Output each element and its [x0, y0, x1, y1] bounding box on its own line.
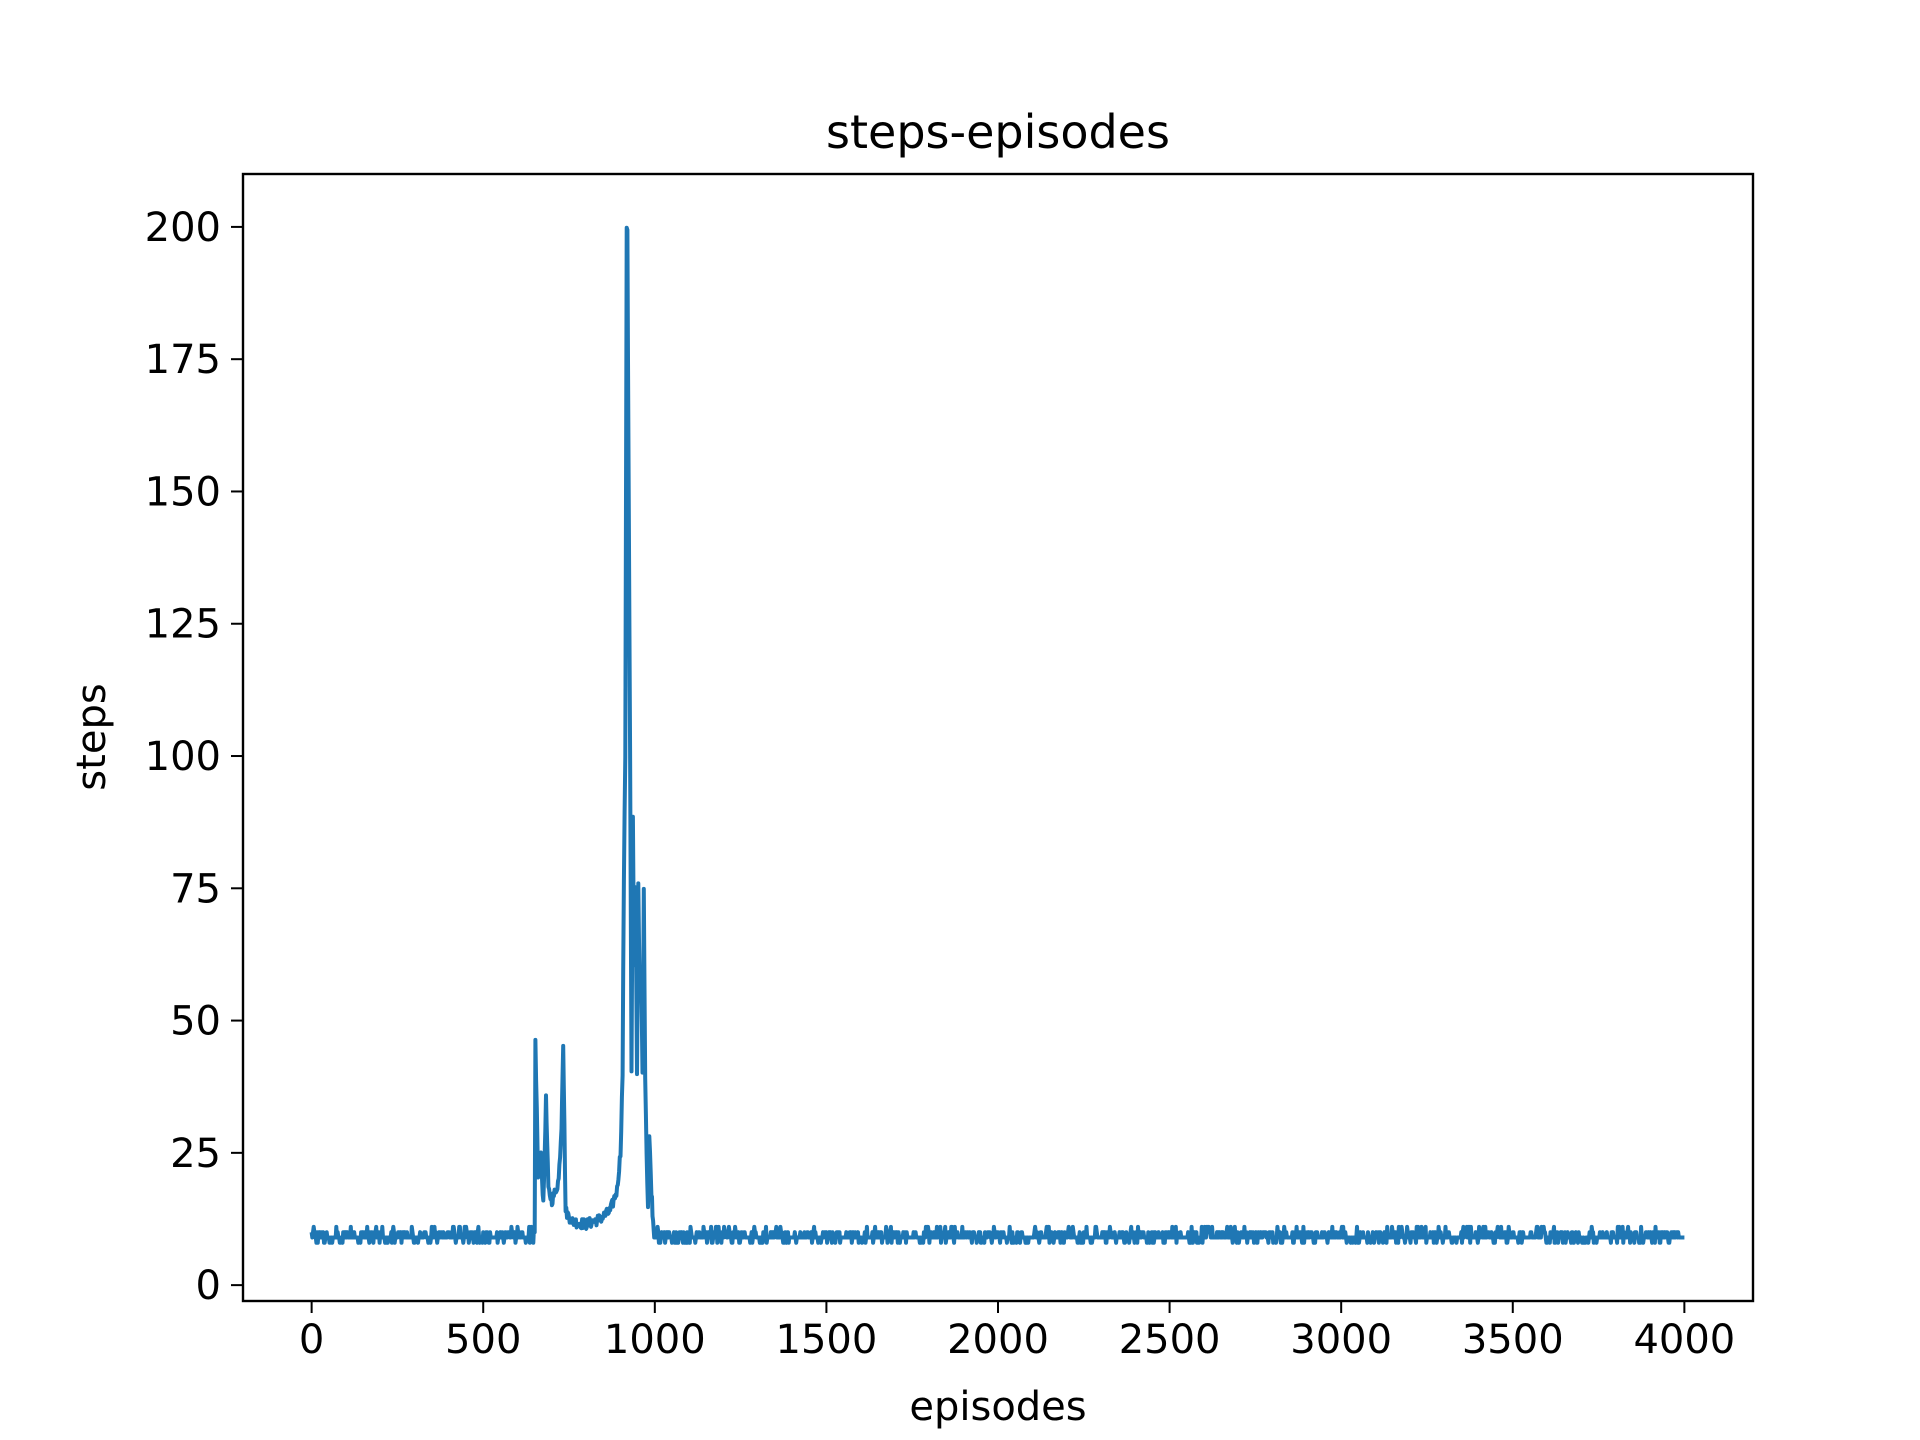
x-tick-label: 1000	[604, 1317, 706, 1363]
x-tick-label: 4000	[1633, 1317, 1735, 1363]
x-tick-label: 2500	[1119, 1317, 1221, 1363]
y-axis-label: steps	[69, 683, 115, 790]
x-tick-label: 3000	[1290, 1317, 1392, 1363]
x-tick-label: 3500	[1462, 1317, 1564, 1363]
x-tick-label: 0	[299, 1317, 324, 1363]
x-tick-label: 500	[445, 1317, 521, 1363]
y-tick-label: 200	[145, 205, 221, 251]
x-axis: 0 500 1000 1500 2000 2500 3000 3500 4000	[299, 1301, 1735, 1363]
y-tick-label: 125	[145, 602, 221, 648]
y-tick-label: 175	[145, 337, 221, 383]
x-axis-label: episodes	[909, 1384, 1086, 1430]
y-tick-label: 100	[145, 734, 221, 780]
x-tick-label: 2000	[947, 1317, 1049, 1363]
y-tick-label: 25	[170, 1131, 221, 1177]
y-tick-label: 75	[170, 866, 221, 912]
plot-area	[309, 225, 1686, 1245]
y-tick-label: 0	[196, 1263, 221, 1309]
y-axis: 0 25 50 75 100 125 150 175 200	[145, 205, 243, 1309]
y-tick-label: 50	[170, 999, 221, 1045]
x-tick-label: 1500	[776, 1317, 878, 1363]
series-line	[309, 225, 1686, 1245]
y-tick-label: 150	[145, 469, 221, 515]
chart-title: steps-episodes	[826, 105, 1170, 159]
